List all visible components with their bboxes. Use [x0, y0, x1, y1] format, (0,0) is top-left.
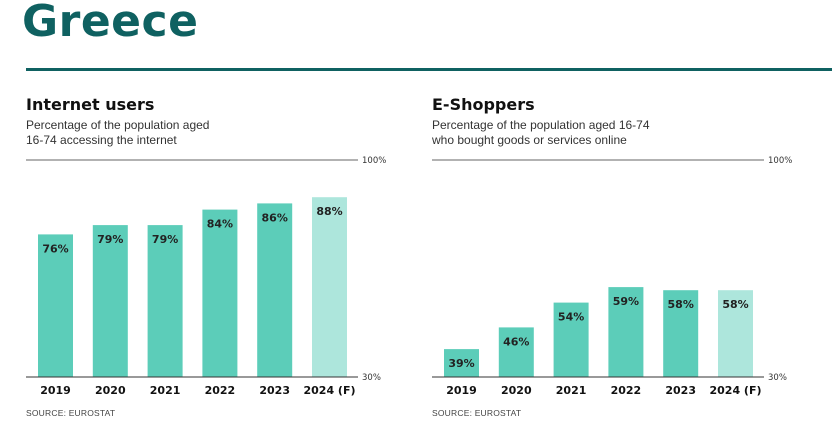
chart-subtitle-line: Percentage of the population aged	[26, 118, 210, 132]
internet-users-panel: Internet users Percentage of the populat…	[26, 92, 406, 428]
chart-title: E-Shoppers	[432, 95, 535, 114]
chart-title: Internet users	[26, 95, 155, 114]
bar	[608, 287, 644, 377]
source-note: SOURCE: EUROSTAT	[432, 408, 522, 418]
category-label: 2022	[611, 384, 642, 397]
chart-subtitle-line: 16-74 accessing the internet	[26, 133, 177, 147]
category-label: 2021	[150, 384, 181, 397]
bar	[553, 302, 589, 377]
page-title: Greece	[22, 0, 199, 47]
data-label: 79%	[152, 233, 178, 246]
bar	[92, 225, 128, 377]
category-label: 2020	[501, 384, 532, 397]
data-label: 79%	[97, 233, 123, 246]
bar	[498, 327, 534, 377]
category-label: 2020	[95, 384, 126, 397]
category-label: 2023	[665, 384, 696, 397]
bar	[257, 203, 293, 377]
data-label: 58%	[668, 298, 694, 311]
bar	[718, 290, 753, 377]
category-label: 2024 (F)	[303, 384, 355, 397]
category-label: 2021	[556, 384, 587, 397]
data-label: 84%	[207, 218, 233, 231]
bar	[663, 290, 699, 377]
category-label: 2022	[205, 384, 236, 397]
chart-subtitle-line: Percentage of the population aged 16-74	[432, 118, 650, 132]
source-note: SOURCE: EUROSTAT	[26, 408, 116, 418]
category-label: 2024 (F)	[709, 384, 761, 397]
chart-subtitle: Percentage of the population aged 16-74 …	[26, 118, 286, 148]
bar	[147, 225, 183, 377]
data-label: 86%	[262, 211, 288, 224]
internet-users-chart: 100% 76% 2019 79% 2020 79% 2021 84% 2022 86% 2023 8…	[26, 156, 386, 397]
title-divider	[26, 68, 832, 71]
bar	[38, 234, 73, 377]
data-label: 76%	[42, 242, 68, 255]
axis-label-bottom: 30%	[362, 373, 381, 383]
axis-label-top: 100%	[362, 156, 386, 166]
data-label: 59%	[613, 295, 639, 308]
chart-subtitle-line: who bought goods or services online	[432, 133, 627, 147]
e-shoppers-chart: 100% 39% 2019 46% 2020 54% 2021 59% 2022 58% 2023 5…	[432, 156, 792, 397]
bar	[202, 209, 238, 377]
category-label: 2023	[259, 384, 290, 397]
e-shoppers-panel: E-Shoppers Percentage of the population …	[432, 92, 812, 428]
axis-label-top: 100%	[768, 156, 792, 166]
category-label: 2019	[40, 384, 71, 397]
category-label: 2019	[446, 384, 477, 397]
data-label: 54%	[558, 311, 584, 324]
chart-subtitle: Percentage of the population aged 16-74 …	[432, 118, 692, 148]
axis-label-bottom: 30%	[768, 373, 787, 383]
data-label: 39%	[448, 357, 474, 370]
bar	[312, 197, 347, 377]
data-label: 88%	[316, 205, 342, 218]
data-label: 58%	[722, 298, 748, 311]
bar	[444, 349, 479, 377]
data-label: 46%	[503, 335, 529, 348]
